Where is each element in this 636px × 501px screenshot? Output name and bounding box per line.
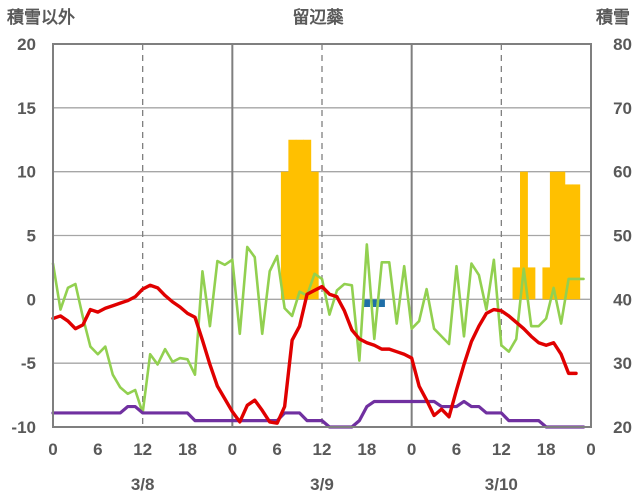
right-axis-label: 積雪 [596, 7, 630, 28]
snow-bar [557, 171, 566, 300]
x-hour-tick-label: 6 [93, 440, 102, 459]
wind-line [51, 399, 586, 429]
snow-bar [512, 267, 521, 300]
right-tick-label: 50 [613, 227, 632, 246]
snow-depth-bars [280, 139, 581, 300]
x-hour-tick-label: 18 [178, 440, 197, 459]
x-hour-tick-label: 0 [228, 440, 237, 459]
left-tick-label: 15 [17, 99, 36, 118]
left-tick-label: -10 [11, 418, 36, 437]
x-hour-tick-label: 18 [537, 440, 556, 459]
snow-bar [288, 139, 297, 300]
precipitation-bars [363, 299, 385, 307]
snow-bar [310, 171, 319, 300]
left-tick-label: 20 [17, 35, 36, 54]
right-tick-label: 20 [613, 418, 632, 437]
x-date-label: 3/10 [485, 475, 518, 494]
snow-bar [572, 184, 581, 300]
chart-title: 留辺蘂 [293, 7, 345, 28]
left-tick-label: 5 [27, 227, 36, 246]
x-hour-tick-label: 12 [492, 440, 511, 459]
x-hour-tick-label: 6 [452, 440, 461, 459]
left-tick-label: 0 [27, 290, 36, 309]
snow-bar [564, 184, 573, 300]
snow-bar [527, 267, 536, 300]
precip-bar [363, 299, 370, 307]
snow-bar [549, 171, 558, 300]
snow-bar [520, 171, 528, 300]
x-hour-tick-label: 6 [272, 440, 281, 459]
left-tick-label: -5 [21, 354, 36, 373]
snow-bar [295, 139, 304, 300]
x-hour-tick-label: 12 [313, 440, 332, 459]
x-date-label: 3/9 [310, 475, 334, 494]
x-hour-tick-label: 0 [586, 440, 595, 459]
left-tick-label: 10 [17, 163, 36, 182]
snow-bar [280, 171, 289, 300]
x-hour-tick-label: 0 [407, 440, 416, 459]
right-tick-label: 80 [613, 35, 632, 54]
right-tick-label: 60 [613, 163, 632, 182]
right-tick-label: 30 [613, 354, 632, 373]
x-hour-tick-label: 0 [48, 440, 57, 459]
snow-bar [542, 267, 551, 300]
temperature-line [51, 283, 578, 425]
x-hour-tick-label: 18 [357, 440, 376, 459]
sunshine-line [51, 243, 585, 415]
left-axis-label: 積雪以外 [7, 7, 75, 28]
plot-frame [52, 43, 592, 428]
snow-bar [303, 139, 312, 300]
right-tick-label: 70 [613, 99, 632, 118]
x-date-label: 3/8 [131, 475, 155, 494]
right-tick-label: 40 [613, 290, 632, 309]
precip-bar [371, 299, 378, 307]
line-series [51, 243, 586, 429]
x-hour-tick-label: 12 [133, 440, 152, 459]
precip-bar [378, 299, 385, 307]
grid-layer [53, 44, 591, 427]
